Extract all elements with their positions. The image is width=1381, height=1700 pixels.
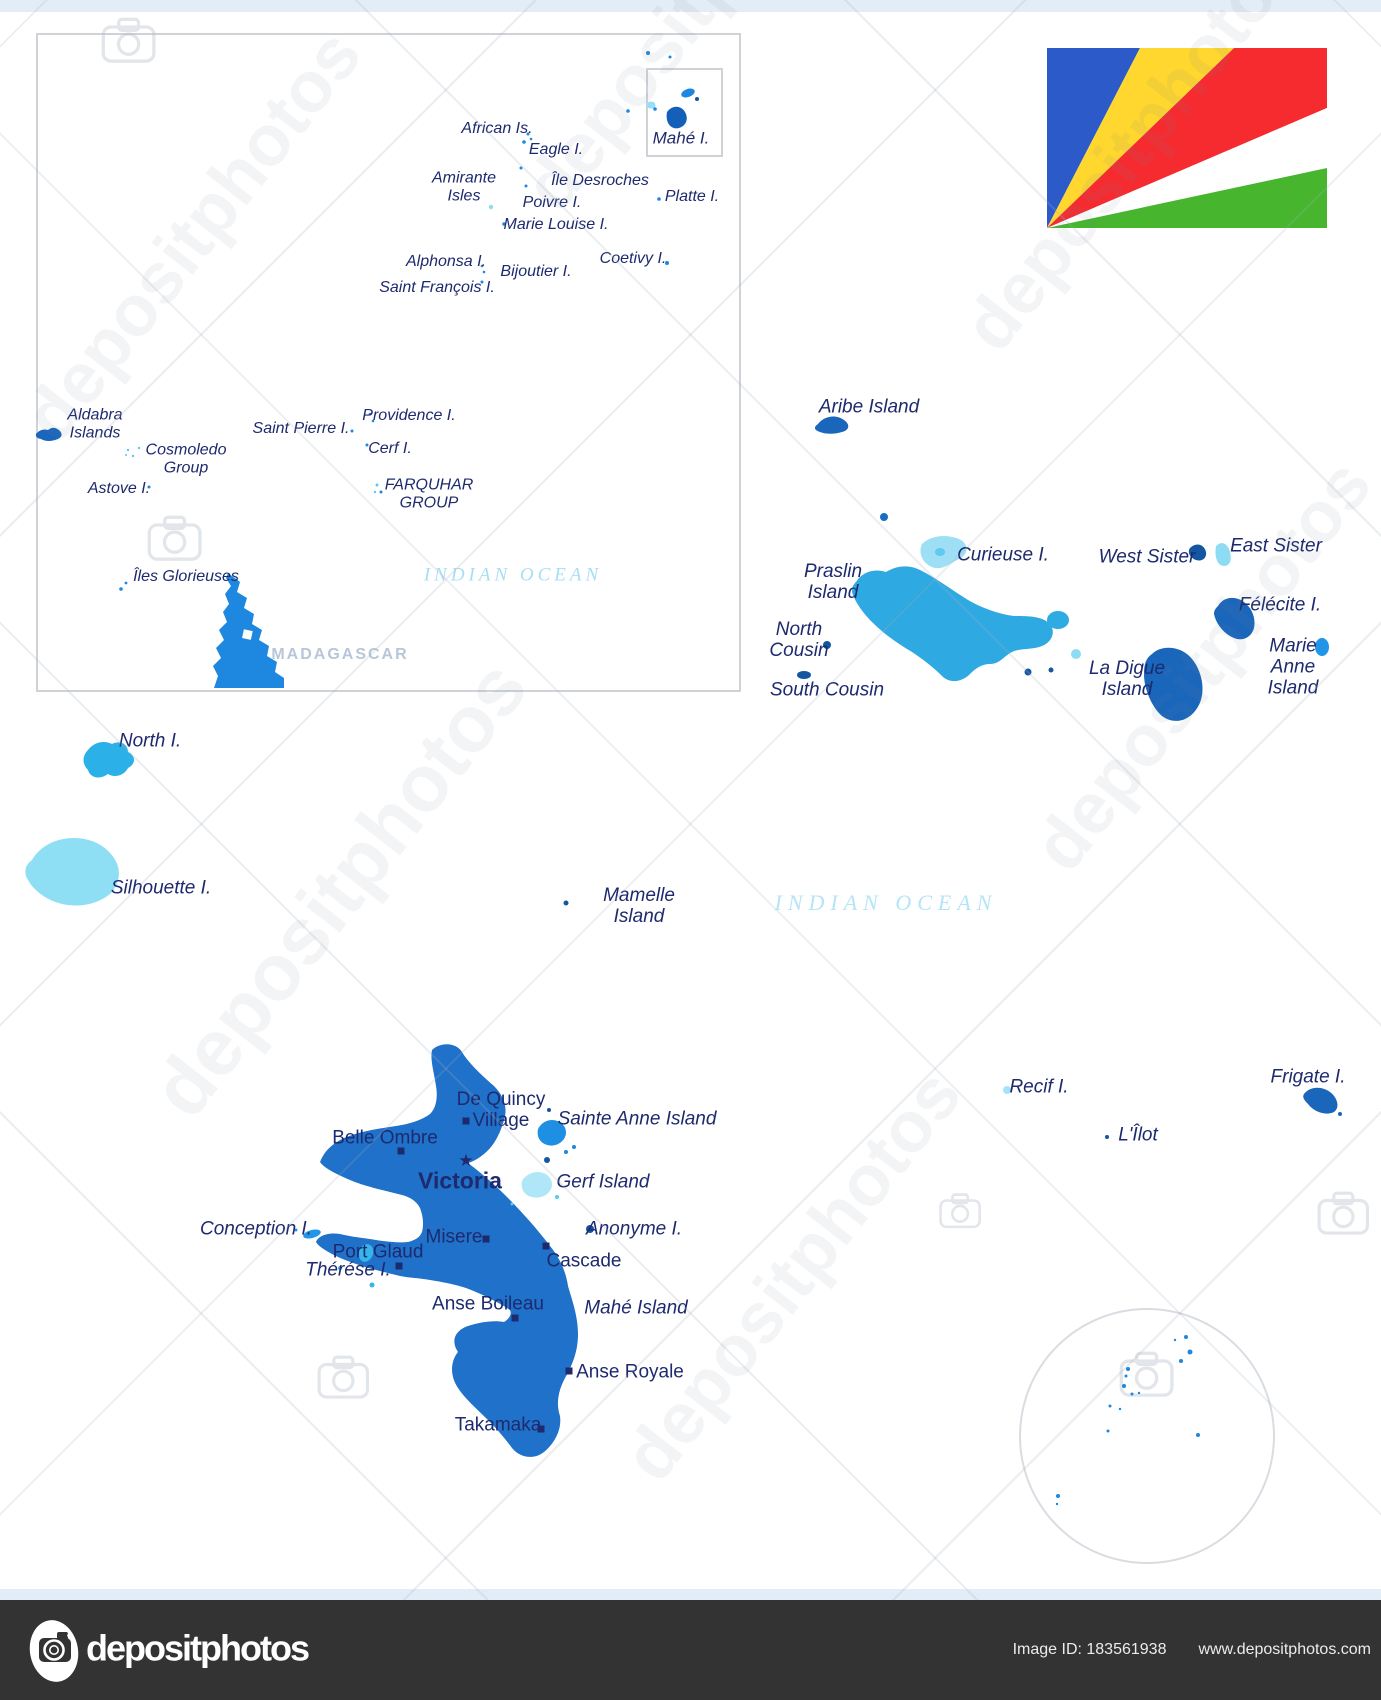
label-de-quincy-village: De Quincy Village — [456, 1089, 546, 1131]
label-ile-desroches: Île Desroches — [551, 172, 649, 190]
city-marker-belle-ombre — [397, 1147, 405, 1155]
label-iles-glorieuses: Îles Glorieuses — [133, 568, 239, 586]
label-indian-ocean-inset: INDIAN OCEAN — [423, 564, 603, 586]
label-bijoutier-i: Bijoutier I. — [500, 263, 572, 281]
label-victoria: Victoria — [418, 1167, 502, 1194]
label-cosmoledo-group: Cosmoledo Group — [145, 441, 227, 476]
city-marker-cascade — [542, 1242, 550, 1250]
label-anse-royale: Anse Royale — [576, 1361, 684, 1383]
label-east-sister: East Sister — [1230, 535, 1322, 557]
depositphotos-logo-icon — [29, 1620, 79, 1682]
label-west-sister: West Sister — [1098, 546, 1196, 568]
label-saint-francois-i: Saint François I. — [379, 279, 495, 297]
label-alphonsa-i: Alphonsa I. — [405, 253, 487, 271]
label-mahe-island: Mahé Island — [584, 1297, 688, 1319]
label-marie-louise-i: Marie Louise I. — [503, 216, 609, 234]
label-takamaka: Takamaka — [454, 1414, 542, 1436]
label-praslin-island: Praslin Island — [803, 561, 863, 603]
city-marker-misere — [482, 1235, 490, 1243]
label-felicite-i: Félécite I. — [1238, 594, 1322, 616]
bottom-edge-strip — [0, 1589, 1381, 1600]
label-providence-i: Providence I. — [362, 407, 456, 425]
city-marker-takamaka — [537, 1425, 545, 1433]
website-url-text: www.depositphotos.com — [1198, 1641, 1371, 1658]
label-therese-i: Thérése I. — [305, 1259, 391, 1281]
label-platte-i: Platte I. — [664, 188, 720, 206]
label-lilot: L'Îlot — [1118, 1124, 1158, 1146]
city-marker-anse-boileau — [511, 1314, 519, 1322]
label-gerf-island: Gerf Island — [556, 1171, 650, 1193]
label-misere: Misere — [425, 1226, 483, 1248]
east-sister-shape — [1215, 543, 1231, 566]
label-mahe-i-inset: Mahé I. — [652, 128, 710, 148]
footer-brand-bar: depositphotos Image ID: 183561938 www.de… — [0, 1600, 1381, 1700]
label-poivre-i: Poivre I. — [522, 194, 582, 212]
locator-circle-group — [1019, 1308, 1275, 1564]
label-madagascar: MADAGASCAR — [271, 646, 409, 664]
city-marker-de-quincy-village — [462, 1117, 470, 1125]
label-mamelle-island: Mamelle Island — [603, 885, 675, 927]
flag-white-band — [1047, 108, 1327, 228]
flag-red-band — [1047, 48, 1327, 228]
watermark-text: depositphotos — [1018, 445, 1381, 886]
label-south-cousin: South Cousin — [769, 679, 885, 701]
label-north-i: North I. — [118, 730, 182, 752]
label-frigate-i: Frigate I. — [1270, 1066, 1346, 1088]
label-curieuse-i: Curieuse I. — [957, 544, 1049, 566]
top-edge-strip — [0, 0, 1381, 12]
curieuse-inner-shade — [935, 548, 945, 556]
label-sainte-anne-island: Sainte Anne Island — [557, 1108, 717, 1130]
label-belle-ombre: Belle Ombre — [332, 1127, 438, 1149]
aribe-island-shape — [814, 416, 849, 434]
label-farquhar-group: FARQUHAR GROUP — [384, 476, 474, 511]
label-recif-i: Recif I. — [1009, 1076, 1069, 1098]
label-coetivy-i: Coetivy I. — [599, 250, 667, 268]
label-marie-anne-island: Marie Anne Island — [1267, 635, 1319, 699]
flag-green-band — [1047, 168, 1327, 228]
city-marker-anse-royale — [565, 1367, 573, 1375]
label-la-digue-island: La Digue Island — [1088, 658, 1166, 700]
label-astove-i: Astove I. — [87, 480, 151, 498]
label-port-glaud: Port Glaud — [332, 1241, 424, 1263]
label-indian-ocean-main: INDIAN OCEAN — [774, 889, 998, 915]
gerf-islets — [510, 1172, 559, 1206]
frigate-island-shape — [1303, 1087, 1342, 1116]
label-saint-pierre-i: Saint Pierre I. — [252, 420, 350, 438]
label-amirante-isles: Amirante Isles — [431, 169, 497, 204]
label-cerf-i: Cerf I. — [368, 440, 412, 458]
praslin-island-shape — [852, 566, 1053, 682]
lilot-island-shape — [1105, 1135, 1109, 1139]
label-aldabra-islands: Aldabra Islands — [67, 406, 123, 441]
city-marker-port-glaud — [395, 1262, 403, 1270]
label-african-is: African Is. — [461, 120, 533, 138]
capital-star-icon: ★ — [458, 1151, 474, 1170]
label-north-cousin: North Cousin — [769, 619, 829, 661]
label-aribe-island: Aribe Island — [818, 396, 920, 418]
image-id-text: Image ID: 183561938 — [1012, 1641, 1167, 1658]
inset-overview-box — [36, 33, 741, 692]
label-cascade: Cascade — [546, 1250, 622, 1272]
mamelle-island-shape — [563, 900, 569, 906]
inset-mahe-frame — [646, 68, 723, 157]
label-conception-i: Conception I. — [200, 1218, 312, 1240]
seychelles-flag — [1047, 48, 1327, 228]
label-anonyme-i: Anonyme I. — [585, 1218, 683, 1240]
label-eagle-i: Eagle I. — [528, 141, 584, 159]
label-anse-boileau: Anse Boileau — [432, 1293, 544, 1315]
label-silhouette-i: Silhouette I. — [110, 877, 212, 899]
silhouette-island-shape — [25, 838, 119, 906]
depositphotos-brand-text: depositphotos — [86, 1627, 310, 1669]
